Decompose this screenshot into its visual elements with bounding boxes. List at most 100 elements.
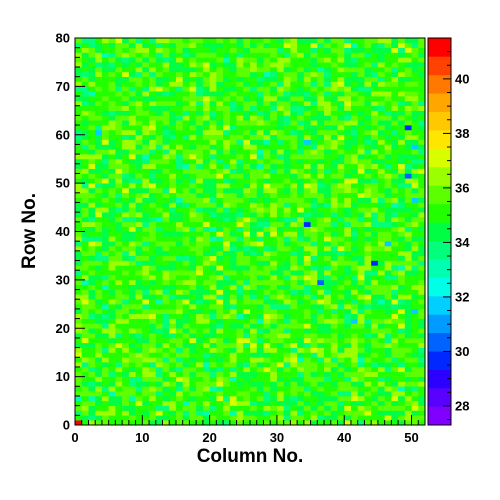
heatmap-cell — [263, 110, 271, 116]
heatmap-cell — [398, 76, 406, 82]
heatmap-cell — [250, 415, 258, 421]
heatmap-cell — [357, 420, 365, 426]
heatmap-cell — [384, 250, 392, 256]
heatmap-cell — [189, 197, 197, 203]
heatmap-cell — [162, 197, 170, 203]
heatmap-cell — [344, 139, 352, 145]
heatmap-cell — [236, 197, 244, 203]
heatmap-cell — [81, 47, 89, 53]
heatmap-cell — [398, 250, 406, 256]
heatmap-cell — [404, 241, 412, 247]
heatmap-cell — [364, 284, 372, 290]
heatmap-cell — [162, 231, 170, 237]
heatmap-cell — [297, 96, 305, 102]
heatmap-cell — [310, 120, 318, 126]
heatmap-cell — [108, 52, 116, 58]
heatmap-cell — [196, 42, 204, 48]
heatmap-cell — [135, 100, 143, 107]
heatmap-cell — [209, 371, 217, 377]
heatmap-cell — [149, 289, 157, 295]
heatmap-cell — [175, 42, 183, 48]
heatmap-cell — [229, 376, 237, 382]
heatmap-cell — [169, 420, 177, 426]
heatmap-cell — [398, 183, 406, 189]
heatmap-cell — [196, 105, 204, 111]
heatmap-cell — [283, 178, 291, 184]
heatmap-cell — [384, 139, 392, 145]
heatmap-cell — [350, 323, 358, 329]
heatmap-cell — [88, 178, 96, 184]
heatmap-cell — [169, 67, 177, 73]
heatmap-cell — [384, 395, 392, 402]
heatmap-cell — [162, 294, 170, 300]
heatmap-cell — [149, 125, 157, 131]
heatmap-cell — [216, 323, 224, 329]
heatmap-cell — [250, 226, 258, 232]
heatmap-cell — [169, 212, 177, 218]
heatmap-cell — [276, 110, 284, 116]
heatmap-cell — [290, 391, 298, 397]
heatmap-cell — [384, 100, 392, 107]
heatmap-cell — [256, 337, 264, 344]
heatmap-cell — [128, 270, 136, 276]
heatmap-cell — [344, 250, 352, 256]
heatmap-cell — [290, 246, 298, 252]
heatmap-cell — [303, 294, 311, 300]
heatmap-cell — [283, 91, 291, 97]
colorbar-band — [428, 296, 451, 315]
heatmap-cell — [297, 347, 305, 353]
heatmap-cell — [371, 410, 379, 416]
heatmap-cell — [290, 67, 298, 73]
heatmap-cell — [135, 62, 143, 68]
heatmap-cell — [202, 362, 210, 368]
heatmap-cell — [149, 371, 157, 377]
heatmap-cell — [377, 47, 385, 53]
heatmap-cell — [162, 105, 170, 111]
heatmap-cell — [81, 289, 89, 295]
heatmap-cell — [371, 91, 379, 97]
heatmap-cell — [256, 255, 264, 261]
heatmap-cell — [115, 144, 123, 150]
heatmap-cell — [115, 197, 123, 203]
colorbar-band — [428, 203, 451, 223]
heatmap-cell — [263, 260, 271, 266]
heatmap-cell — [418, 47, 426, 53]
heatmap-cell — [155, 67, 163, 73]
heatmap-cell — [317, 125, 325, 131]
heatmap-cell — [324, 362, 332, 368]
heatmap-cell — [182, 241, 190, 247]
heatmap-cell — [88, 333, 96, 339]
heatmap-cell — [142, 337, 150, 344]
heatmap-cell — [303, 279, 311, 286]
heatmap-cell — [202, 67, 210, 73]
heatmap-cell — [283, 120, 291, 126]
heatmap-cell — [75, 318, 83, 324]
heatmap-cell — [377, 76, 385, 82]
heatmap-cell — [149, 381, 157, 387]
heatmap-cell — [81, 279, 89, 286]
heatmap-cell — [297, 42, 305, 48]
heatmap-cell — [81, 260, 89, 266]
heatmap-cell — [384, 279, 392, 286]
heatmap-cell — [411, 400, 419, 406]
heatmap-cell — [404, 294, 412, 300]
heatmap-cell — [330, 139, 338, 145]
heatmap-cell — [128, 420, 136, 426]
heatmap-cell — [216, 105, 224, 111]
heatmap-cell — [182, 57, 190, 63]
heatmap-cell — [189, 57, 197, 63]
heatmap-cell — [175, 115, 183, 121]
heatmap-cell — [324, 323, 332, 329]
heatmap-cell — [101, 342, 109, 348]
heatmap-cell — [324, 52, 332, 58]
heatmap-cell — [202, 105, 210, 111]
heatmap-cell — [122, 178, 130, 184]
heatmap-cell — [404, 149, 412, 155]
heatmap-cell — [88, 318, 96, 324]
heatmap-cell — [290, 192, 298, 198]
heatmap-cell — [196, 115, 204, 121]
heatmap-cell — [377, 333, 385, 339]
heatmap-cell — [310, 100, 318, 107]
heatmap-cell — [189, 405, 197, 411]
heatmap-cell — [75, 395, 83, 402]
